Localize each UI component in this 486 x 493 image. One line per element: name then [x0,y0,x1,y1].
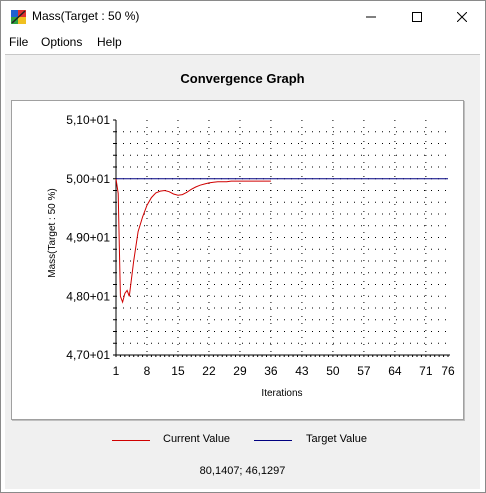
x-tick-label: 22 [202,364,216,378]
legend-current-label: Current Value [163,433,231,445]
legend-target-label: Target Value [306,433,367,445]
maximize-button[interactable] [394,1,440,32]
plot-panel: 4,70+01 4,80+01 4,90+01 5,00+01 5,10+01 1 8 15 2… [11,100,464,420]
menu-help[interactable]: Help [97,35,122,49]
x-tick-label: 71 [419,364,433,378]
menu-file[interactable]: File [9,35,29,49]
x-tick-label: 29 [233,364,247,378]
cursor-coordinates: 80,1407; 46,1297 [199,465,286,477]
y-tick-label: 4,90+01 [66,231,110,245]
maximize-icon [412,11,422,22]
x-tick-label: 36 [264,364,278,378]
app-icon [10,8,27,25]
y-tick-label: 4,80+01 [66,289,110,303]
window-title: Mass(Target : 50 %) [32,9,140,23]
title-bar[interactable]: Mass(Target : 50 %) [1,1,485,32]
x-tick-label: 43 [295,364,309,378]
y-tick-label: 5,00+01 [66,172,110,186]
menu-bar: File Options Help [1,32,485,53]
y-tick-label: 4,70+01 [66,348,110,362]
minimize-button[interactable] [348,1,394,32]
legend-current-swatch [112,440,150,441]
x-axis-label: Iterations [261,388,302,399]
close-button[interactable] [439,1,485,32]
minimize-icon [366,16,376,17]
x-tick-label: 1 [113,364,120,378]
close-icon [457,11,467,22]
x-tick-label: 15 [171,364,185,378]
x-tick-label: 64 [388,364,402,378]
x-tick-label: 50 [326,364,340,378]
chart-title: Convergence Graph [180,71,305,86]
y-axis-label: Mass(Target : 50 %) [47,188,58,277]
menu-options[interactable]: Options [41,35,83,49]
legend-target-swatch [254,440,292,441]
current-value-line [115,178,271,304]
graph-client-area: Convergence Graph 4,70+01 4,80+01 4,90+01 5… [5,54,480,489]
x-tick-label: 8 [144,364,151,378]
x-tick-label: 57 [357,364,371,378]
x-tick-label: 76 [441,364,455,378]
y-tick-label: 5,10+01 [66,113,110,127]
convergence-chart: 4,70+01 4,80+01 4,90+01 5,00+01 5,10+01 1 8 15 2… [47,113,455,399]
